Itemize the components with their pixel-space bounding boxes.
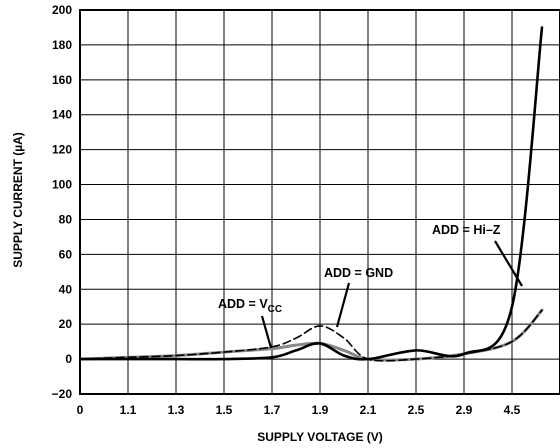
y-tick-label: −20 (52, 387, 73, 401)
y-tick-label: 160 (52, 73, 72, 87)
leader-line-add-vcc (260, 315, 273, 349)
x-tick-label: 1.3 (168, 403, 185, 417)
y-axis-title: SUPPLY CURRENT (µA) (11, 132, 25, 268)
x-tick-label: 1.7 (264, 403, 281, 417)
annotation-add-vcc: ADD = VCC (218, 297, 282, 315)
annotations: ADD = VCC ADD = GND ADD = Hi–Z (218, 223, 523, 349)
x-tick-label: 1.1 (120, 403, 137, 417)
x-tick-label: 1.5 (216, 403, 233, 417)
x-axis-title: SUPPLY VOLTAGE (V) (257, 430, 383, 444)
y-tick-label: 40 (59, 282, 73, 296)
y-tick-label: 20 (59, 317, 73, 331)
x-tick-label: 4.5 (504, 403, 521, 417)
y-tick-label: 200 (52, 3, 72, 17)
series-line-add-hiz (80, 26, 544, 361)
x-tick-label: 1.9 (312, 403, 329, 417)
y-tick-label: 80 (59, 212, 73, 226)
series-lines (80, 26, 544, 362)
x-tick-label: 2.9 (456, 403, 473, 417)
y-tick-label: 140 (52, 108, 72, 122)
x-tick-label: 0 (77, 403, 84, 417)
x-tick-label: 2.5 (408, 403, 425, 417)
annotation-add-gnd: ADD = GND (324, 266, 393, 280)
tick-labels: −20 0 20 40 60 80 100 120 140 160 180 200 0 1.1 1.3 1.5… (52, 3, 521, 417)
leader-line-add-hiz (494, 240, 523, 287)
y-tick-label: 120 (52, 143, 72, 157)
grid (80, 9, 560, 395)
y-tick-label: 180 (52, 38, 72, 52)
plot-frame (79, 9, 560, 395)
y-tick-label: 0 (65, 352, 72, 366)
annotation-add-hiz: ADD = Hi–Z (432, 223, 501, 237)
leader-line-add-gnd (335, 282, 351, 328)
y-tick-label: 60 (59, 247, 73, 261)
x-tick-label: 2.1 (360, 403, 377, 417)
y-tick-label: 100 (52, 178, 72, 192)
